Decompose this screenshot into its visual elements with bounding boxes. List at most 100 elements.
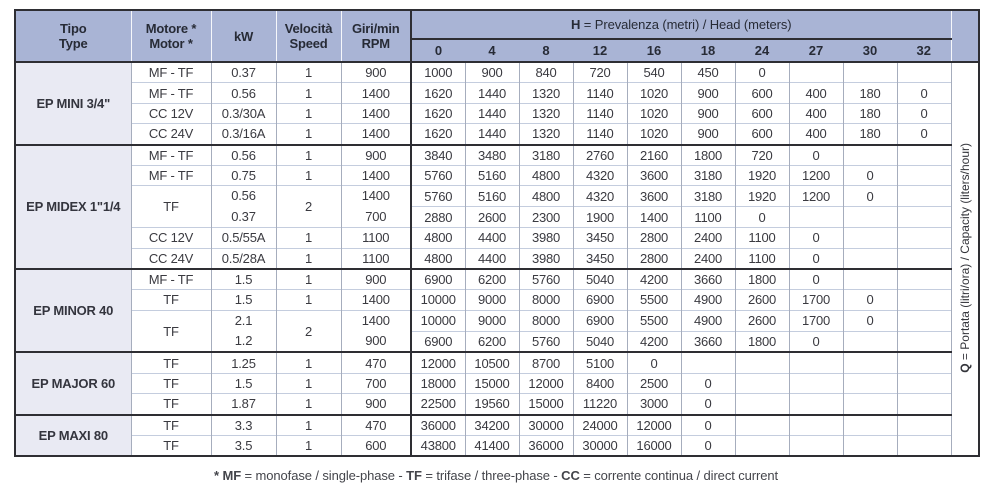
capacity-cell bbox=[896, 247, 951, 269]
capacity-cell: 900 bbox=[680, 123, 735, 145]
capacity-cell: 3450 bbox=[572, 247, 627, 269]
table-row: EP MINOR 40 MF - TF 1.5 1 900 6900 6200 5760 504… bbox=[15, 267, 979, 353]
capacity-cell: 600 bbox=[734, 102, 789, 124]
capacity-cell bbox=[842, 206, 897, 228]
capacity-cell: 0 bbox=[788, 330, 843, 353]
rpm-cell: 900 bbox=[340, 61, 411, 83]
head-value-30: 30 bbox=[843, 39, 897, 63]
col-header-velocita-line2: Speed bbox=[289, 36, 328, 51]
capacity-cell: 1440 bbox=[464, 102, 519, 124]
capacity-cell: 5760 bbox=[410, 164, 465, 186]
capacity-cell bbox=[896, 413, 951, 436]
capacity-cell: 12000 bbox=[626, 413, 681, 436]
capacity-cell: 1320 bbox=[518, 102, 573, 124]
table-row: TF 2.1 1.2 2 1400 900 10000 9000 8000 6900 5500 490… bbox=[15, 309, 979, 353]
capacity-cell: 0 bbox=[842, 309, 897, 332]
kw-cell: 0.5/28A bbox=[210, 247, 276, 269]
capacity-cell: 600 bbox=[734, 82, 789, 104]
group-label: EP MINOR 40 bbox=[15, 267, 131, 353]
capacity-cell: 2600 bbox=[734, 309, 789, 332]
speed-cell: 2 bbox=[275, 185, 341, 228]
kw-cell: 0.56 bbox=[210, 82, 276, 104]
capacity-cell: 720 bbox=[734, 143, 789, 166]
capacity-cell bbox=[734, 435, 789, 457]
rpm-cell: 900 bbox=[340, 143, 411, 166]
capacity-cell: 3600 bbox=[626, 164, 681, 186]
motor-cell: CC 24V bbox=[130, 123, 211, 145]
table-row: TF 1.5 1 700 18000 15000 12000 8400 2500 0 bbox=[15, 372, 979, 394]
capacity-cell: 3480 bbox=[464, 143, 519, 166]
table-row: CC 12V 0.5/55A 1 1100 4800 4400 3980 3450 2800 24… bbox=[15, 227, 979, 249]
capacity-cell: 0 bbox=[842, 185, 897, 207]
capacity-cell bbox=[788, 61, 843, 83]
capacity-cell bbox=[788, 351, 843, 374]
speed-cell: 1 bbox=[275, 372, 341, 394]
kw-cell: 0.5/55A bbox=[210, 227, 276, 249]
capacity-cell: 22500 bbox=[410, 393, 465, 415]
motor-cell: TF bbox=[130, 372, 211, 394]
capacity-cell: 0 bbox=[680, 413, 735, 436]
capacity-cell: 0 bbox=[680, 372, 735, 394]
capacity-cell bbox=[896, 372, 951, 394]
rpm-cell: 1400 bbox=[340, 123, 411, 145]
rpm-cell: 1400 bbox=[340, 102, 411, 124]
head-value-24: 24 bbox=[735, 39, 789, 63]
capacity-cell: 1440 bbox=[464, 123, 519, 145]
capacity-cell: 2400 bbox=[680, 247, 735, 269]
capacity-cell: 4800 bbox=[410, 247, 465, 269]
capacity-cell bbox=[896, 143, 951, 166]
capacity-cell bbox=[788, 372, 843, 394]
capacity-cell: 0 bbox=[680, 393, 735, 415]
capacity-cell: 1100 bbox=[734, 227, 789, 249]
capacity-cell: 180 bbox=[842, 102, 897, 124]
head-value-0: 0 bbox=[410, 39, 465, 63]
motor-cell: TF bbox=[130, 351, 211, 374]
capacity-cell: 5760 bbox=[518, 330, 573, 353]
capacity-cell: 30000 bbox=[518, 413, 573, 436]
capacity-cell: 2800 bbox=[626, 247, 681, 269]
capacity-cell: 8400 bbox=[572, 372, 627, 394]
capacity-cell: 5040 bbox=[572, 330, 627, 353]
capacity-cell: 1700 bbox=[788, 309, 843, 332]
capacity-cell: 36000 bbox=[410, 413, 465, 436]
capacity-cell bbox=[896, 227, 951, 249]
header-row-top: Tipo Type Motore * Motor * kW Velocità S… bbox=[15, 10, 979, 63]
capacity-cell: 900 bbox=[680, 102, 735, 124]
table-row: TF 1.5 1 1400 10000 9000 8000 6900 5500 4900 2600 1… bbox=[15, 289, 979, 311]
capacity-cell bbox=[788, 206, 843, 228]
rpm-cell: 900 bbox=[340, 267, 411, 290]
capacity-cell: 0 bbox=[680, 435, 735, 457]
capacity-cell bbox=[842, 393, 897, 415]
rpm-cell: 1400 bbox=[340, 289, 411, 311]
capacity-cell: 1020 bbox=[626, 102, 681, 124]
speed-cell: 1 bbox=[275, 435, 341, 457]
col-header-motore-line1: Motore * bbox=[145, 21, 197, 36]
capacity-cell: 0 bbox=[788, 227, 843, 249]
capacity-cell: 6900 bbox=[410, 267, 465, 290]
kw-cell: 0.56 0.37 bbox=[210, 185, 276, 228]
footnote-text: = monofase / single-phase - bbox=[241, 468, 407, 484]
capacity-cell: 3980 bbox=[518, 227, 573, 249]
head-value-18: 18 bbox=[681, 39, 735, 63]
capacity-cell: 4200 bbox=[626, 267, 681, 290]
header-row-values: 0 4 8 12 16 18 24 27 30 32 bbox=[15, 39, 979, 63]
capacity-cell: 5040 bbox=[572, 267, 627, 290]
speed-cell: 1 bbox=[275, 82, 341, 104]
col-header-rpm-line1: Giri/min bbox=[351, 21, 400, 36]
head-value-16: 16 bbox=[627, 39, 681, 63]
capacity-cell: 5500 bbox=[626, 289, 681, 311]
motor-cell: TF bbox=[130, 309, 211, 353]
rpm-cell: 900 bbox=[340, 393, 411, 415]
footnote-text: = trifase / three-phase - bbox=[421, 468, 562, 484]
capacity-cell bbox=[896, 185, 951, 207]
capacity-cell: 1320 bbox=[518, 123, 573, 145]
kw-cell: 1.5 bbox=[210, 267, 276, 290]
capacity-cell: 5760 bbox=[410, 185, 465, 207]
capacity-column-header bbox=[950, 10, 979, 63]
capacity-cell: 1100 bbox=[680, 206, 735, 228]
capacity-cell: 0 bbox=[626, 351, 681, 374]
table-row: 6900 6200 5760 5040 4200 3660 1800 0 bbox=[15, 330, 979, 353]
table-row: EP MAJOR 60 TF 1.25 1 470 12000 10500 8700 5100 0 bbox=[15, 351, 979, 415]
motor-cell: TF bbox=[130, 289, 211, 311]
table-row: EP MIDEX 1"1/4 MF - TF 0.56 1 900 3840 3480 318… bbox=[15, 143, 979, 269]
